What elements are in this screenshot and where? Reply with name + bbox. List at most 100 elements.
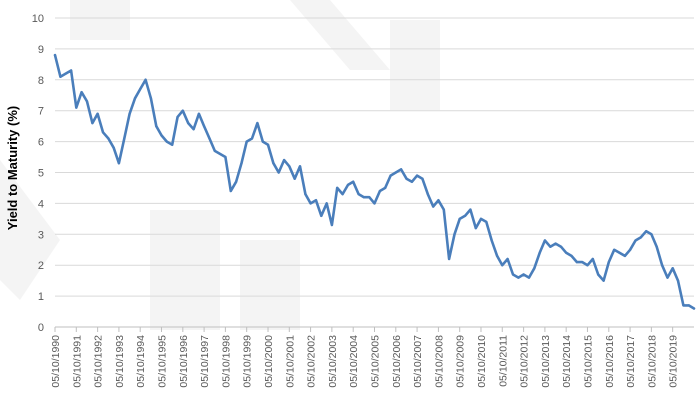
x-tick-label: 05/10/2002 — [306, 335, 318, 388]
data-point — [613, 248, 616, 251]
data-point — [352, 180, 355, 183]
x-tick-label: 05/10/2001 — [284, 335, 296, 388]
data-point — [384, 186, 387, 189]
data-point — [187, 122, 190, 125]
data-point — [655, 245, 658, 248]
data-point — [639, 236, 642, 239]
data-point — [80, 91, 83, 94]
data-point — [437, 199, 440, 202]
x-tick-label: 05/10/2004 — [348, 335, 360, 388]
x-tick-label: 05/10/1997 — [199, 335, 211, 388]
data-point — [687, 304, 690, 307]
data-point — [250, 137, 254, 140]
data-point — [229, 189, 232, 193]
data-point — [64, 72, 67, 75]
x-tick-label: 05/10/1992 — [93, 335, 105, 388]
x-tick-label: 05/10/2015 — [582, 335, 594, 388]
y-tick-label: 8 — [38, 75, 44, 87]
data-point — [107, 137, 110, 140]
data-point — [245, 140, 248, 143]
data-point — [192, 128, 195, 131]
data-point — [453, 233, 456, 236]
data-point — [533, 267, 536, 270]
data-point — [421, 177, 424, 180]
data-point — [692, 307, 696, 310]
series-layer — [53, 53, 696, 310]
data-point — [304, 193, 307, 196]
data-point — [101, 131, 105, 134]
y-tick-label: 9 — [38, 44, 44, 56]
data-point — [432, 205, 435, 208]
x-tick-label: 05/10/2010 — [476, 335, 488, 388]
data-point — [171, 143, 174, 146]
y-axis-label: Yield to Maturity (%) — [5, 106, 20, 230]
data-point — [506, 257, 509, 261]
x-tick-label: 05/10/1999 — [242, 335, 254, 388]
data-point — [575, 261, 579, 264]
data-point — [91, 122, 94, 125]
x-tick-label: 05/10/1998 — [220, 335, 232, 388]
data-point — [501, 264, 504, 267]
data-point — [176, 115, 179, 118]
data-point — [336, 186, 339, 189]
x-tick-label: 05/10/2019 — [668, 335, 680, 388]
data-point — [400, 168, 403, 171]
data-point — [235, 180, 238, 183]
data-point — [676, 279, 680, 282]
data-point — [410, 180, 413, 183]
data-point — [650, 233, 653, 236]
x-tick-label: 05/10/1993 — [114, 335, 126, 388]
data-point — [261, 140, 264, 143]
data-point — [117, 162, 120, 165]
data-point — [591, 257, 594, 261]
data-point — [511, 273, 515, 276]
data-point — [224, 155, 227, 159]
data-point — [160, 134, 163, 137]
x-tick-label: 05/10/2018 — [646, 335, 658, 388]
data-point — [581, 261, 584, 264]
x-tick-label: 05/10/1990 — [50, 335, 62, 388]
data-point — [309, 202, 312, 205]
data-point — [623, 254, 627, 257]
x-tick-label: 05/10/2007 — [412, 335, 424, 388]
y-tick-label: 10 — [32, 13, 44, 25]
x-tick-label: 05/10/1995 — [156, 335, 168, 388]
data-point — [543, 239, 547, 242]
data-point — [325, 202, 328, 205]
y-tick-label: 5 — [38, 168, 44, 180]
data-point — [70, 69, 73, 72]
data-point — [522, 273, 525, 276]
y-tick-label: 0 — [38, 322, 44, 334]
data-point — [240, 162, 243, 165]
data-point — [213, 149, 216, 152]
data-point — [426, 193, 429, 196]
data-point — [368, 196, 371, 199]
x-tick-label: 05/10/2008 — [433, 335, 445, 388]
y-tick-label: 7 — [38, 106, 44, 118]
data-point — [181, 109, 184, 112]
x-tick-label: 05/10/2013 — [540, 335, 552, 388]
data-point — [320, 214, 323, 217]
data-point — [133, 97, 137, 100]
data-point — [554, 242, 557, 245]
data-point — [496, 254, 499, 257]
data-point — [527, 276, 531, 279]
data-point — [549, 245, 552, 248]
data-point — [341, 193, 344, 196]
data-point — [490, 239, 493, 242]
data-point — [565, 251, 568, 254]
x-tick-label: 05/10/2017 — [625, 335, 637, 388]
data-point — [155, 125, 158, 128]
data-point — [570, 254, 573, 257]
data-point — [123, 137, 126, 140]
data-point — [559, 245, 563, 248]
x-tick-label: 05/10/2000 — [263, 335, 275, 388]
data-point — [389, 174, 392, 177]
axes — [54, 326, 694, 332]
data-point — [53, 54, 57, 57]
data-point — [629, 248, 632, 251]
data-point — [666, 276, 669, 279]
data-point — [298, 165, 302, 168]
data-point — [314, 199, 318, 202]
